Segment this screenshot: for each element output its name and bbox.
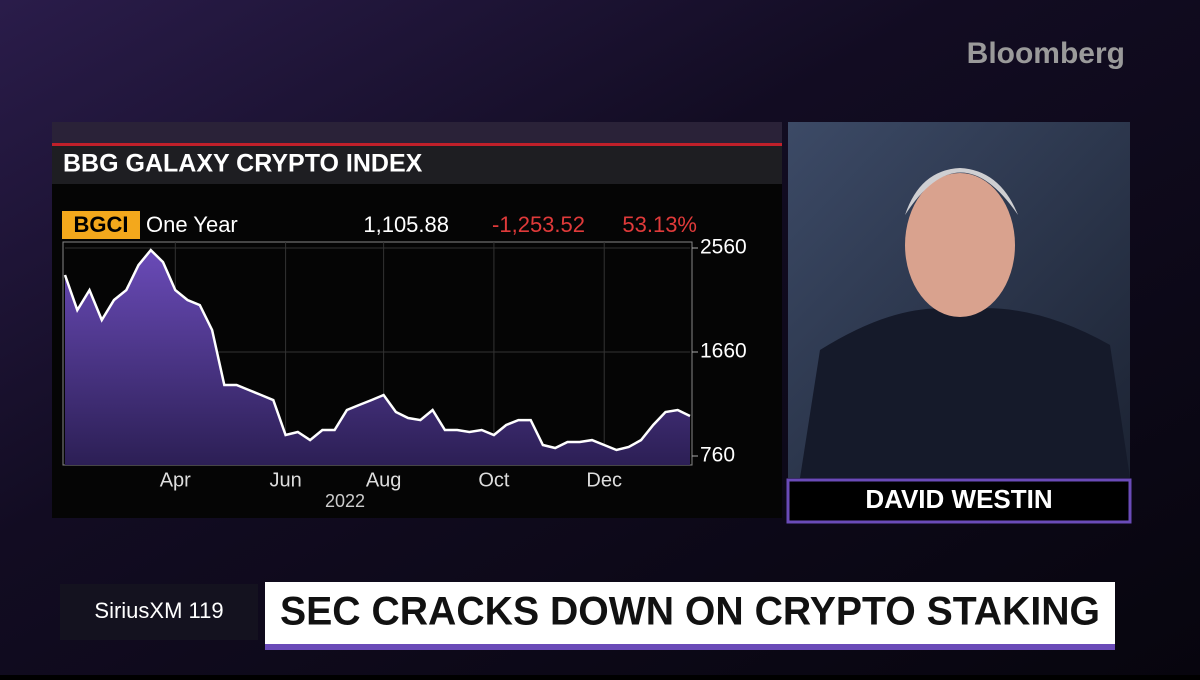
panel-top [52, 122, 782, 144]
y-tick-label: 2560 [700, 236, 747, 259]
anchor-hair [905, 168, 1018, 215]
channel-box [60, 584, 258, 640]
headline: SEC CRACKS DOWN ON CRYPTO STAKING [280, 590, 1100, 634]
x-tick-label: Aug [366, 469, 402, 491]
line [63, 248, 691, 452]
last-value: 1,105.88 [363, 212, 449, 237]
change-pct: 53.13% [622, 212, 697, 237]
y-tick-label: 760 [700, 444, 735, 467]
brand: Bloomberg [967, 37, 1125, 70]
x-tick-label: Jun [269, 469, 301, 491]
x-tick-label: Oct [478, 469, 510, 491]
y-tick-label: 1660 [700, 340, 747, 363]
headline-rule [265, 644, 1115, 650]
ticker: BGCI [74, 212, 129, 237]
nameplate [786, 478, 1132, 524]
anchor-silhouette [800, 308, 1130, 478]
channel: SiriusXM 119 [94, 598, 223, 623]
red-rule [52, 143, 782, 146]
x-tick-label: Apr [160, 469, 191, 491]
plot: 760 1660 2560 Apr Jun Aug Oct Dec [62, 236, 747, 491]
anchor-head [905, 173, 1015, 317]
title-bar [52, 146, 782, 184]
anchor-name: DAVID WESTIN [865, 484, 1052, 514]
x-tick-label: Dec [586, 469, 622, 491]
chart-title: BBG GALAXY CRYPTO INDEX [63, 150, 423, 178]
headline-box [265, 582, 1115, 644]
ticker-box [62, 211, 140, 239]
area [65, 250, 690, 465]
x-axis-label: 2022 [325, 491, 365, 511]
change: -1,253.52 [492, 212, 585, 237]
period: One Year [146, 212, 238, 237]
